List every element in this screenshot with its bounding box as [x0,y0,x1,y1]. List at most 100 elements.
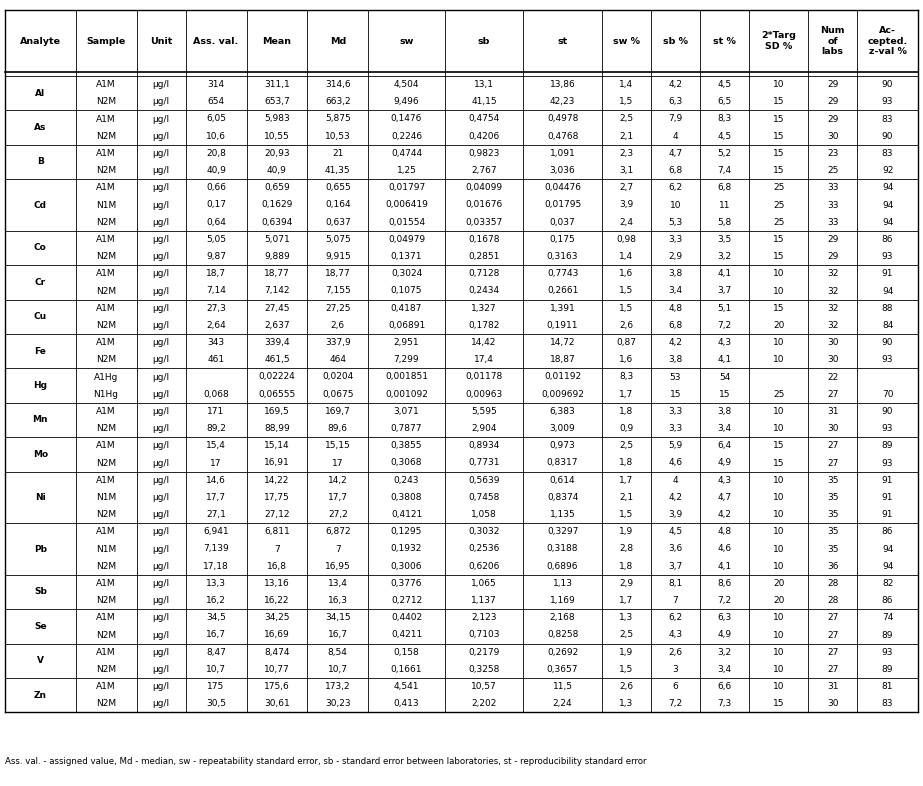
Text: μg/l: μg/l [152,200,170,210]
Text: 4,5: 4,5 [668,527,683,536]
Text: 10,7: 10,7 [206,665,226,674]
Text: 34,5: 34,5 [206,613,226,623]
Text: Se: Se [34,622,47,631]
Text: Ni: Ni [35,493,46,502]
Text: 0,3006: 0,3006 [390,562,423,571]
Text: 32: 32 [827,303,838,313]
Text: 343: 343 [208,338,224,347]
Text: 18,7: 18,7 [206,270,226,278]
Text: 1,8: 1,8 [619,562,633,571]
Text: 4,2: 4,2 [668,80,682,89]
Text: 0,2851: 0,2851 [468,252,499,261]
Text: V: V [37,656,43,665]
Text: 0,009692: 0,009692 [541,390,584,399]
Text: 10: 10 [773,424,785,433]
Text: Unit: Unit [150,36,173,46]
Text: 4,541: 4,541 [394,682,419,691]
Text: 0,06555: 0,06555 [258,390,295,399]
Text: 25: 25 [773,200,785,210]
Text: 5,1: 5,1 [717,303,732,313]
Text: 5,875: 5,875 [325,115,351,123]
Text: 34,15: 34,15 [325,613,351,623]
Text: A1M: A1M [96,648,116,656]
Text: 0,01797: 0,01797 [388,183,426,193]
Text: Cu: Cu [34,312,47,321]
Text: 4,1: 4,1 [717,355,732,364]
Text: 2,168: 2,168 [550,613,575,623]
Text: 41,35: 41,35 [325,166,351,175]
Text: 40,9: 40,9 [206,166,226,175]
Text: 10: 10 [773,493,785,502]
Text: 13,3: 13,3 [206,579,226,588]
Text: 15: 15 [773,97,785,106]
Text: 5,3: 5,3 [668,218,683,226]
Text: 15,15: 15,15 [325,441,351,450]
Text: 6,941: 6,941 [203,527,229,536]
Text: Sample: Sample [87,36,126,46]
Text: 0,4402: 0,4402 [391,613,422,623]
Text: 3,6: 3,6 [668,545,683,553]
Text: A1M: A1M [96,527,116,536]
Text: 14,42: 14,42 [472,338,497,347]
Text: 10: 10 [773,613,785,623]
Text: N2M: N2M [96,510,116,519]
Text: 29: 29 [827,252,838,261]
Text: 4,9: 4,9 [717,458,732,468]
Text: 89,2: 89,2 [206,424,226,433]
Text: 6,872: 6,872 [325,527,351,536]
Text: 15,4: 15,4 [206,441,226,450]
Text: 4,9: 4,9 [717,630,732,640]
Text: 1,6: 1,6 [619,355,633,364]
Text: 464: 464 [330,355,346,364]
Text: 1,8: 1,8 [619,458,633,468]
Text: 89: 89 [881,441,893,450]
Text: 2,9: 2,9 [619,579,633,588]
Text: 4: 4 [673,476,678,485]
Text: 1,5: 1,5 [619,97,633,106]
Text: 2,123: 2,123 [472,613,497,623]
Text: Analyte: Analyte [19,36,61,46]
Text: 10: 10 [773,476,785,485]
Text: 5,595: 5,595 [472,407,497,416]
Text: 3,3: 3,3 [668,424,683,433]
Text: 41,15: 41,15 [472,97,497,106]
Text: 3,8: 3,8 [668,355,683,364]
Text: 94: 94 [881,200,893,210]
Text: N2M: N2M [96,166,116,175]
Text: 94: 94 [881,218,893,226]
Text: 83: 83 [881,149,893,158]
Text: 339,4: 339,4 [264,338,290,347]
Text: 1,058: 1,058 [472,510,497,519]
Text: 1,3: 1,3 [619,700,633,708]
Text: A1M: A1M [96,338,116,347]
Text: 74: 74 [881,613,893,623]
Text: 0,2661: 0,2661 [547,287,579,296]
Text: 0,3657: 0,3657 [546,665,579,674]
Text: 15: 15 [773,441,785,450]
Text: 27,3: 27,3 [206,303,226,313]
Text: 30,5: 30,5 [206,700,226,708]
Text: 82: 82 [881,579,893,588]
Text: st %: st % [713,36,736,46]
Text: A1M: A1M [96,682,116,691]
Text: 90: 90 [881,132,893,141]
Text: 15: 15 [773,166,785,175]
Text: 93: 93 [881,252,893,261]
Text: 0,4187: 0,4187 [390,303,422,313]
Text: 0,659: 0,659 [264,183,290,193]
Text: 5,2: 5,2 [717,149,732,158]
Text: 0,01795: 0,01795 [544,200,581,210]
Text: 25: 25 [773,390,785,399]
Text: 1,6: 1,6 [619,270,633,278]
Text: 3,2: 3,2 [717,648,732,656]
Text: 9,889: 9,889 [264,252,290,261]
Text: 83: 83 [881,700,893,708]
Text: 4,6: 4,6 [668,458,683,468]
Text: 2,3: 2,3 [619,149,633,158]
Text: 6,811: 6,811 [264,527,290,536]
Text: N1M: N1M [96,200,116,210]
Text: 169,7: 169,7 [325,407,351,416]
Text: 10,55: 10,55 [264,132,290,141]
Text: 0,0675: 0,0675 [322,390,354,399]
Text: 11,5: 11,5 [553,682,572,691]
